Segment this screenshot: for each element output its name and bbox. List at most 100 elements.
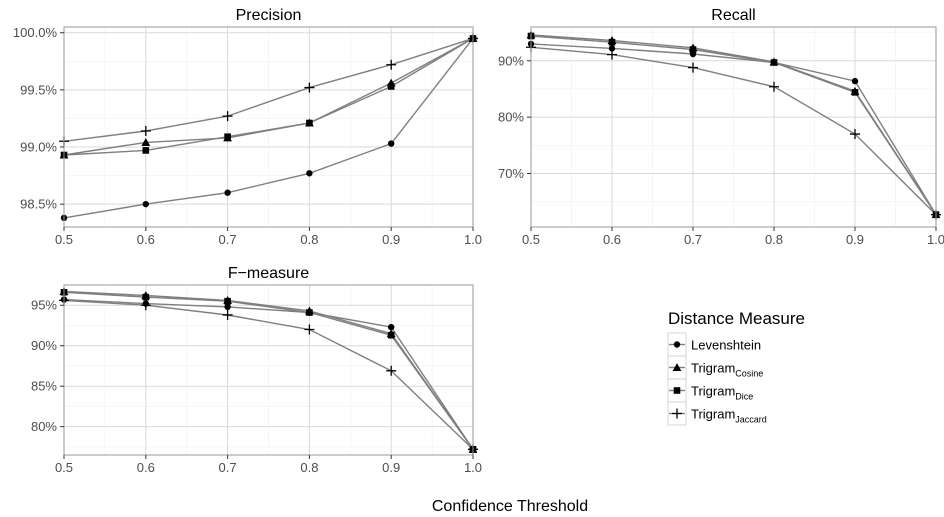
data-point bbox=[689, 46, 697, 53]
data-point bbox=[608, 45, 616, 52]
legend-label: TrigramCosine bbox=[691, 361, 763, 379]
legend-item: TrigramCosine bbox=[667, 355, 763, 380]
legend-key-marker bbox=[673, 341, 681, 348]
x-tick-label: 0.7 bbox=[219, 232, 237, 247]
legend-label: TrigramJaccard bbox=[691, 407, 767, 425]
panel-title: Precision bbox=[236, 7, 302, 24]
data-point bbox=[607, 49, 617, 60]
data-point bbox=[688, 62, 698, 73]
x-tick-label: 0.9 bbox=[382, 232, 400, 247]
series-line-4 bbox=[530, 46, 937, 216]
data-point bbox=[769, 81, 779, 92]
panel-title: Recall bbox=[711, 7, 755, 24]
panels: 0.5 0.6 0.7 0.8 0.9 1.0 98.5% 99.0% 99.5% 100.0% P… bbox=[13, 7, 944, 475]
data-point bbox=[304, 324, 315, 335]
x-tick-label: 1.0 bbox=[464, 232, 482, 247]
data-point bbox=[386, 365, 397, 376]
data-point bbox=[141, 138, 151, 146]
data-point bbox=[850, 129, 860, 140]
legend-item: TrigramJaccard bbox=[667, 401, 767, 426]
data-point bbox=[224, 133, 231, 141]
data-point bbox=[222, 309, 233, 320]
y-tick-label: 70% bbox=[498, 166, 524, 181]
data-point bbox=[388, 140, 395, 147]
x-tick-label: 0.8 bbox=[300, 460, 318, 475]
series-line-2 bbox=[63, 290, 474, 450]
data-point bbox=[142, 293, 150, 301]
data-point bbox=[306, 170, 313, 177]
legend-key-marker bbox=[673, 387, 681, 394]
x-tick-label: 0.9 bbox=[382, 460, 400, 475]
data-point bbox=[142, 147, 150, 154]
panel-3: 0.5 0.6 0.7 0.8 0.9 1.0 80% 85% 90% 95% F−measure bbox=[31, 265, 482, 475]
x-tick-label: 0.5 bbox=[522, 232, 540, 247]
x-axis-title: Confidence Threshold bbox=[432, 498, 588, 515]
y-tick-label: 100.0% bbox=[13, 25, 58, 40]
y-tick-label: 98.5% bbox=[20, 197, 57, 212]
y-tick-label: 90% bbox=[498, 53, 524, 68]
data-point bbox=[608, 38, 616, 46]
plot-border bbox=[530, 26, 937, 228]
series-line-4 bbox=[63, 37, 474, 142]
legend-label: Levenshtein bbox=[691, 338, 761, 353]
x-tick-label: 0.7 bbox=[219, 460, 237, 475]
legend: Distance Measure Levenshtein TrigramCosin… bbox=[667, 309, 805, 426]
legend-key-marker bbox=[672, 408, 682, 419]
legend-title: Distance Measure bbox=[668, 309, 805, 328]
data-point bbox=[222, 111, 233, 122]
x-tick-label: 0.7 bbox=[684, 232, 702, 247]
x-tick-label: 1.0 bbox=[464, 460, 482, 475]
y-tick-label: 90% bbox=[31, 338, 57, 353]
panel-1: 0.5 0.6 0.7 0.8 0.9 1.0 98.5% 99.0% 99.5% 100.0% P… bbox=[13, 7, 482, 247]
series-line-4 bbox=[63, 299, 474, 450]
data-point bbox=[386, 59, 397, 70]
x-tick-label: 0.9 bbox=[846, 232, 864, 247]
panel-2: 0.5 0.6 0.7 0.8 0.9 1.0 70% 80% 90% Recall bbox=[498, 7, 944, 247]
y-tick-label: 95% bbox=[31, 298, 57, 313]
data-point bbox=[140, 300, 151, 311]
data-point bbox=[304, 82, 315, 93]
legend-items: Levenshtein TrigramCosine TrigramDice Trigr… bbox=[667, 332, 767, 426]
x-tick-label: 1.0 bbox=[927, 232, 944, 247]
legend-item: Levenshtein bbox=[667, 332, 761, 357]
data-point bbox=[387, 83, 395, 90]
x-tick-label: 0.6 bbox=[603, 232, 621, 247]
data-point bbox=[140, 126, 151, 136]
data-point bbox=[851, 77, 859, 85]
data-point bbox=[224, 189, 231, 196]
plot-border bbox=[63, 284, 474, 456]
plot-border bbox=[63, 26, 474, 228]
data-point bbox=[142, 200, 149, 208]
x-tick-label: 0.6 bbox=[137, 460, 155, 475]
data-point bbox=[387, 331, 395, 339]
data-point bbox=[388, 323, 395, 331]
x-tick-label: 0.8 bbox=[300, 232, 318, 247]
y-tick-label: 80% bbox=[498, 110, 524, 125]
legend-item: TrigramDice bbox=[667, 378, 753, 403]
series-line-3 bbox=[63, 291, 474, 450]
y-tick-label: 85% bbox=[31, 379, 57, 394]
data-point bbox=[224, 297, 231, 305]
legend-key-marker bbox=[672, 363, 682, 372]
series-line-3 bbox=[63, 37, 474, 156]
series-line-1 bbox=[530, 43, 937, 215]
x-tick-label: 0.5 bbox=[55, 460, 73, 475]
data-point bbox=[306, 119, 313, 127]
series-line-3 bbox=[530, 35, 937, 215]
data-point bbox=[770, 59, 778, 66]
series-line-1 bbox=[63, 298, 474, 450]
y-tick-label: 99.5% bbox=[20, 82, 57, 97]
x-tick-label: 0.5 bbox=[55, 232, 73, 247]
y-tick-label: 80% bbox=[31, 419, 57, 434]
data-point bbox=[851, 89, 859, 96]
series-line-1 bbox=[63, 37, 474, 219]
data-point bbox=[306, 309, 313, 316]
panel-title: F−measure bbox=[228, 265, 309, 282]
x-tick-label: 0.8 bbox=[765, 232, 783, 247]
x-tick-label: 0.6 bbox=[137, 232, 155, 247]
y-tick-label: 99.0% bbox=[20, 140, 57, 155]
data-point bbox=[224, 303, 231, 311]
legend-label: TrigramDice bbox=[691, 384, 753, 402]
